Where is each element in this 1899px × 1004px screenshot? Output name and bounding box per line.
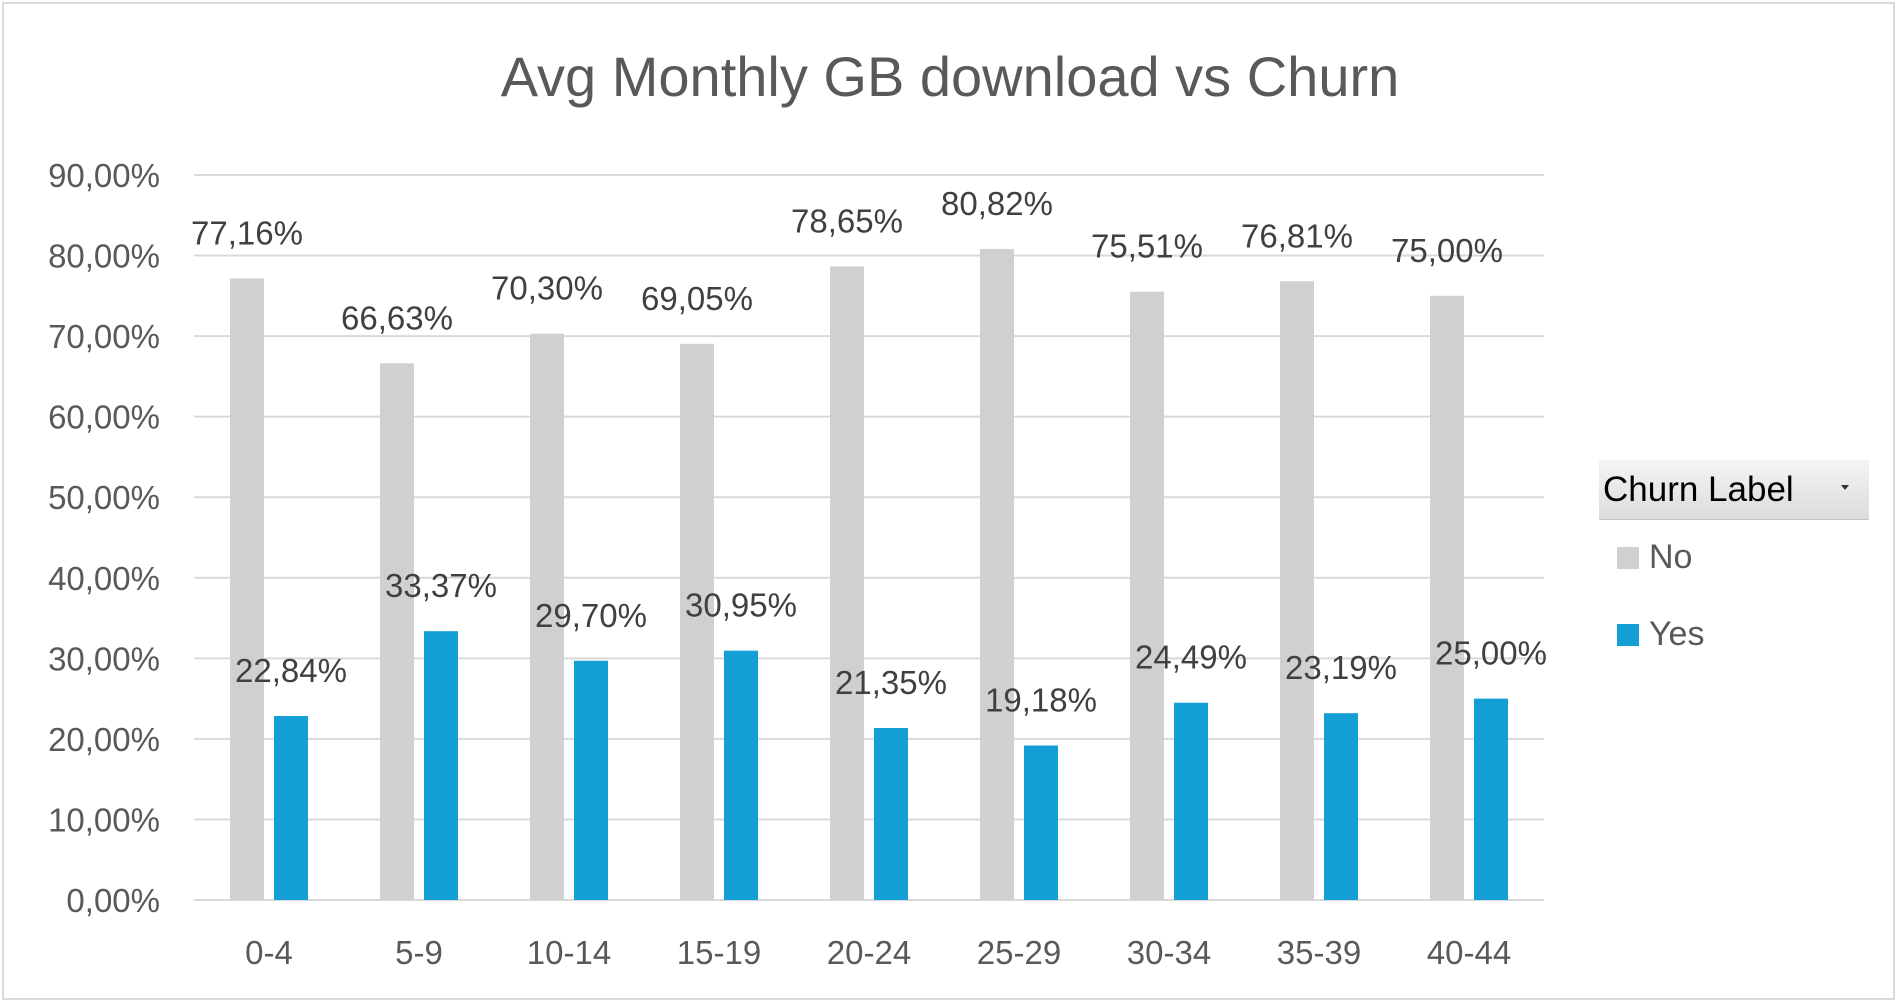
y-tick-label: 30,00%: [48, 640, 160, 677]
data-label-no: 75,00%: [1391, 232, 1503, 269]
x-tick-label: 10-14: [527, 934, 611, 971]
bars: [230, 248, 1508, 901]
bar-yes: [424, 631, 458, 900]
bar-no: [1130, 291, 1164, 901]
churn-label-filter-button[interactable]: Churn Label: [1599, 460, 1869, 520]
bar-yes: [724, 650, 758, 900]
chart-svg: Avg Monthly GB download vs Churn 0,00% 10…: [48, 45, 1547, 971]
chevron-down-icon[interactable]: [1841, 485, 1849, 490]
legend-swatch-no: [1617, 546, 1639, 569]
x-tick-label: 15-19: [677, 934, 761, 971]
data-label-no: 75,51%: [1091, 228, 1203, 265]
bar-yes: [1474, 698, 1508, 900]
data-label-yes: 29,70%: [535, 597, 647, 634]
bar-yes: [874, 728, 908, 900]
legend-label-no: No: [1649, 538, 1693, 576]
legend-item-no: No: [1617, 538, 1692, 577]
y-tick-label: 60,00%: [48, 399, 160, 436]
x-tick-label: 20-24: [827, 934, 911, 971]
data-label-no: 80,82%: [941, 185, 1053, 222]
x-tick-label: 30-34: [1127, 934, 1211, 971]
data-label-yes: 33,37%: [385, 567, 497, 604]
data-labels: 77,16% 22,84% 66,63% 33,37% 70,30% 29,70% 69,0…: [191, 185, 1547, 719]
data-label-no: 76,81%: [1241, 217, 1353, 254]
x-tick-label: 40-44: [1427, 934, 1511, 971]
data-label-yes: 21,35%: [835, 664, 947, 701]
bar-no: [230, 278, 264, 900]
x-tick-label: 5-9: [395, 934, 443, 971]
chart-title: Avg Monthly GB download vs Churn: [501, 45, 1400, 108]
bar-no: [530, 333, 564, 900]
data-label-no: 77,16%: [191, 214, 303, 251]
y-tick-label: 50,00%: [48, 479, 160, 516]
y-tick-label: 10,00%: [48, 801, 160, 838]
bar-yes: [574, 660, 608, 900]
data-label-yes: 23,19%: [1285, 649, 1397, 686]
data-label-no: 78,65%: [791, 202, 903, 239]
y-tick-label: 0,00%: [66, 882, 160, 919]
bar-no: [830, 266, 864, 900]
x-tick-label: 0-4: [245, 934, 293, 971]
legend-swatch-yes: [1617, 623, 1639, 646]
legend-item-yes: Yes: [1617, 615, 1704, 654]
bar-yes: [1174, 702, 1208, 900]
gridlines: [194, 174, 1544, 901]
data-label-yes: 19,18%: [985, 681, 1097, 718]
data-label-yes: 24,49%: [1135, 639, 1247, 676]
bar-no: [380, 363, 414, 901]
data-label-no: 70,30%: [491, 270, 603, 307]
x-tick-label: 35-39: [1277, 934, 1361, 971]
legend-title: Churn Label: [1603, 469, 1794, 509]
x-tick-label: 25-29: [977, 934, 1061, 971]
y-tick-label: 20,00%: [48, 721, 160, 758]
data-label-no: 66,63%: [341, 299, 453, 336]
bar-yes: [1324, 713, 1358, 900]
y-tick-label: 80,00%: [48, 238, 160, 275]
bar-no: [1430, 295, 1464, 900]
bar-no: [1280, 281, 1314, 900]
data-label-no: 69,05%: [641, 280, 753, 317]
bar-yes: [274, 716, 308, 900]
y-tick-label: 70,00%: [48, 318, 160, 355]
y-tick-label: 90,00%: [48, 157, 160, 194]
bar-no: [680, 343, 714, 900]
y-tick-label: 40,00%: [48, 560, 160, 597]
data-label-yes: 22,84%: [235, 652, 347, 689]
legend-label-yes: Yes: [1649, 615, 1705, 653]
data-label-yes: 30,95%: [685, 587, 797, 624]
bar-yes: [1024, 745, 1058, 900]
bar-no: [980, 248, 1014, 900]
x-axis-tick-labels: 0-4 5-9 10-14 15-19 20-24 25-29 30-34 35-39 40-4…: [245, 934, 1511, 971]
data-label-yes: 25,00%: [1435, 635, 1547, 672]
y-axis-tick-labels: 0,00% 10,00% 20,00% 30,00% 40,00% 50,00% 60,00…: [48, 157, 160, 919]
